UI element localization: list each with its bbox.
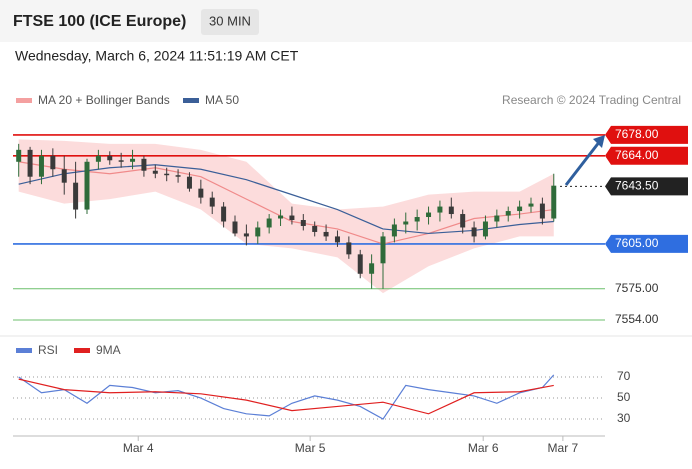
candle-body <box>505 211 511 216</box>
candle-body <box>255 227 261 237</box>
candle-body <box>391 224 397 237</box>
level-label: 7678.00 <box>615 127 659 141</box>
x-tick-label: Mar 5 <box>295 441 326 455</box>
candle-body <box>152 170 158 174</box>
level-label: 7554.00 <box>615 312 659 326</box>
candle-body <box>130 158 136 162</box>
bollinger-band <box>18 139 554 294</box>
legend-label: MA 50 <box>205 93 239 107</box>
legend-label: RSI <box>38 343 58 357</box>
title: FTSE 100 (ICE Europe) <box>13 13 186 30</box>
line <box>18 378 554 415</box>
timeframe-badge <box>201 9 259 35</box>
candle-body <box>460 214 466 228</box>
candle-body <box>482 221 488 237</box>
candle-body <box>16 149 22 162</box>
candle-body <box>528 203 534 207</box>
candle-body <box>471 227 477 237</box>
candle-body <box>403 221 409 225</box>
candle-body <box>107 155 113 161</box>
x-tick-label: Mar 6 <box>468 441 499 455</box>
timeframe: 30 MIN <box>209 13 251 28</box>
candle-body <box>118 160 124 162</box>
candle-body <box>300 220 306 226</box>
candle-body <box>186 176 192 189</box>
legend-swatch <box>16 348 32 353</box>
candle-body <box>38 155 44 177</box>
legend-swatch <box>183 98 199 103</box>
candle-body <box>243 233 249 237</box>
line <box>18 374 555 420</box>
candle-body <box>61 169 67 183</box>
x-tick-label: Mar 4 <box>123 441 154 455</box>
date: Wednesday, March 6, 2024 11:51:19 AM CET <box>15 48 299 64</box>
candle-body <box>50 155 56 170</box>
candle-body <box>323 231 329 237</box>
candle-body <box>278 215 284 219</box>
legend-label: 9MA <box>96 343 121 357</box>
level-label: 7575.00 <box>615 281 659 295</box>
candle-body <box>346 242 352 255</box>
level-box <box>605 177 688 196</box>
candle-body <box>141 158 147 171</box>
x-tick-label: Mar 7 <box>548 441 579 455</box>
candle-body <box>164 173 170 176</box>
candle-body <box>494 215 500 222</box>
candle-body <box>95 155 101 162</box>
header-bar <box>0 0 692 42</box>
candle-body <box>84 161 90 210</box>
candle-body <box>551 185 557 219</box>
candle-body <box>426 212 432 218</box>
candle-body <box>289 215 295 221</box>
y-tick-label: 50 <box>617 390 631 404</box>
candle-body <box>209 197 215 207</box>
legend-swatch <box>16 98 32 103</box>
candle-body <box>27 149 33 177</box>
level-box <box>605 146 688 165</box>
legend-swatch <box>74 348 90 353</box>
candle-body <box>73 182 79 210</box>
candle-body <box>517 206 523 212</box>
candle-body <box>369 263 375 274</box>
candle-body <box>448 206 454 215</box>
candle-body <box>334 236 340 243</box>
candle-body <box>175 175 181 177</box>
candle-body <box>232 221 238 234</box>
level-label: 7664.00 <box>615 148 659 162</box>
candle-body <box>357 254 363 274</box>
y-tick-label: 70 <box>617 369 631 383</box>
candle-body <box>312 225 318 232</box>
legend-label: MA 20 + Bollinger Bands <box>38 93 170 107</box>
source: Research © 2024 Trading Central <box>502 93 681 107</box>
arrow-head <box>593 135 605 148</box>
level-box <box>605 234 688 253</box>
level-label: 7605.00 <box>615 236 659 250</box>
candle-body <box>539 203 545 219</box>
candle-body <box>221 206 227 222</box>
candle-body <box>414 217 420 222</box>
candle-body <box>380 236 386 264</box>
candle-body <box>437 206 443 213</box>
level-label: 7643.50 <box>615 179 659 193</box>
level-box <box>605 125 688 144</box>
arrow <box>564 140 602 186</box>
candle-body <box>266 218 272 228</box>
candle-body <box>198 188 204 198</box>
y-tick-label: 30 <box>617 411 631 425</box>
